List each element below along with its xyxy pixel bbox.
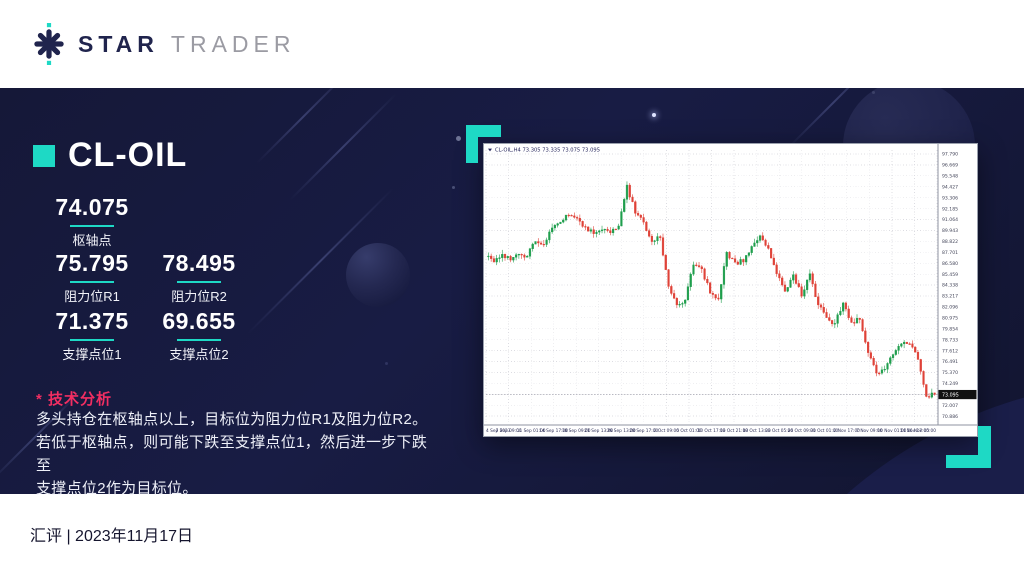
- mt4-chart-window: 97.790 96.669 95.548 94.427 93.306 92.185 91.0…: [483, 143, 978, 437]
- svg-text:23 Oct 05:00: 23 Oct 05:00: [765, 428, 793, 434]
- analysis-line: 若低于枢轴点，则可能下跌至支撑点位1，然后进一步下跌至: [36, 434, 428, 474]
- resistance2-label: 阻力位R2: [171, 289, 227, 304]
- svg-text:18 Sep 09:00: 18 Sep 09:00: [562, 428, 591, 434]
- resistance1-block: 75.795 阻力位R1: [36, 250, 148, 305]
- analysis-line: 支撑点位2作为目标位。: [36, 480, 198, 497]
- svg-text:84.338: 84.338: [942, 283, 958, 289]
- title-accent-square: [33, 144, 55, 167]
- decor-streak: [289, 93, 397, 201]
- teal-underline: [70, 225, 114, 227]
- svg-text:73.095: 73.095: [942, 392, 959, 398]
- svg-text:92.185: 92.185: [942, 206, 958, 212]
- svg-text:13 Oct 21:00: 13 Oct 21:00: [720, 428, 748, 434]
- instrument-title: CL-OIL: [33, 136, 187, 175]
- support1-value: 71.375: [55, 308, 129, 334]
- logo-text-trader: TRADER: [170, 30, 296, 57]
- svg-text:2 Nov 17:00: 2 Nov 17:00: [834, 428, 861, 434]
- svg-text:70.886: 70.886: [942, 414, 958, 420]
- teal-underline: [177, 339, 221, 341]
- decor-star-dot: [456, 136, 461, 141]
- decor-star-dot: [452, 186, 455, 189]
- analysis-heading: * 技术分析: [36, 391, 113, 408]
- svg-text:97.790: 97.790: [942, 152, 958, 158]
- svg-text:77.612: 77.612: [942, 348, 958, 354]
- svg-text:16 Nov 05:00: 16 Nov 05:00: [907, 428, 936, 434]
- svg-text:72.007: 72.007: [942, 403, 958, 409]
- support2-block: 69.655 支撑点位2: [143, 308, 255, 363]
- svg-text:18 Oct 13:00: 18 Oct 13:00: [743, 428, 771, 434]
- svg-text:14 Nov 17:00: 14 Nov 17:00: [900, 428, 929, 434]
- startrader-logo: STAR TRADER: [30, 23, 295, 65]
- svg-text:11 Sep 01:00: 11 Sep 01:00: [517, 428, 546, 434]
- svg-text:85.459: 85.459: [942, 272, 958, 278]
- asterisk-star-icon: [34, 23, 64, 65]
- svg-text:75.370: 75.370: [942, 370, 958, 376]
- decor-planet-small: [346, 243, 410, 307]
- teal-underline: [177, 281, 221, 283]
- corner-bracket-bottom-right: [946, 426, 991, 468]
- support1-block: 71.375 支撑点位1: [36, 308, 148, 363]
- svg-text:14 Sep 17:00: 14 Sep 17:00: [539, 428, 568, 434]
- svg-text:95.548: 95.548: [942, 174, 958, 180]
- resistance1-value: 75.795: [55, 250, 129, 276]
- svg-text:86.580: 86.580: [942, 261, 958, 267]
- svg-text:78.733: 78.733: [942, 337, 958, 343]
- analysis-paragraph: 多头持仓在枢轴点以上，目标位为阻力位R1及阻力位R2。 若低于枢轴点，则可能下跌…: [36, 408, 436, 500]
- teal-underline: [70, 339, 114, 341]
- decor-star-dot: [652, 113, 656, 117]
- analysis-line: 多头持仓在枢轴点以上，目标位为阻力位R1及阻力位R2。: [36, 411, 428, 428]
- resistance2-value: 78.495: [162, 250, 236, 276]
- svg-text:2 Oct 09:00: 2 Oct 09:00: [654, 428, 680, 434]
- svg-text:96.669: 96.669: [942, 163, 958, 169]
- svg-text:4 Sep 2023: 4 Sep 2023: [486, 428, 511, 434]
- svg-text:88.822: 88.822: [942, 239, 958, 245]
- svg-text:76.491: 76.491: [942, 359, 958, 365]
- page-title: CL-OIL: [68, 136, 188, 174]
- teal-underline: [70, 281, 114, 283]
- header-bar: STAR TRADER: [0, 0, 1024, 88]
- svg-text:10 Nov 01:00: 10 Nov 01:00: [877, 428, 906, 434]
- svg-text:74.249: 74.249: [942, 381, 958, 387]
- corner-bracket-top-left: [466, 125, 501, 163]
- pivot-value: 74.075: [55, 194, 129, 220]
- svg-text:31 Oct 01:00: 31 Oct 01:00: [810, 428, 838, 434]
- resistance2-block: 78.495 阻力位R2: [143, 250, 255, 305]
- svg-text:7 Sep 09:00: 7 Sep 09:00: [496, 428, 522, 434]
- svg-text:87.701: 87.701: [942, 250, 958, 256]
- svg-text:7 Nov 09:00: 7 Nov 09:00: [856, 428, 883, 434]
- svg-text:80.975: 80.975: [942, 316, 958, 322]
- footer-bar: 汇评 | 2023年11月17日: [0, 494, 1024, 576]
- pivot-label: 枢轴点: [72, 233, 112, 248]
- resistance1-label: 阻力位R1: [64, 289, 120, 304]
- svg-text:91.064: 91.064: [942, 217, 958, 223]
- pivot-point-block: 74.075 枢轴点: [36, 194, 148, 249]
- support1-label: 支撑点位1: [62, 347, 122, 362]
- support2-value: 69.655: [162, 308, 236, 334]
- svg-text:26 Sep 13:00: 26 Sep 13:00: [607, 428, 636, 434]
- logo-text-star: STAR: [78, 30, 159, 57]
- svg-text:94.427: 94.427: [942, 184, 958, 190]
- mt4-chart-svg: 97.790 96.669 95.548 94.427 93.306 92.185 91.0…: [484, 144, 977, 434]
- svg-text:6 Oct 01:00: 6 Oct 01:00: [676, 428, 702, 434]
- svg-text:83.217: 83.217: [942, 294, 958, 300]
- svg-text:79.854: 79.854: [942, 326, 958, 332]
- svg-text:21 Sep 13:00: 21 Sep 13:00: [584, 428, 613, 434]
- svg-text:82.096: 82.096: [942, 305, 958, 311]
- footer-date-text: 汇评 | 2023年11月17日: [30, 528, 194, 545]
- decor-star-dot: [872, 91, 875, 94]
- svg-text:10 Oct 17:00: 10 Oct 17:00: [697, 428, 725, 434]
- svg-text:89.943: 89.943: [942, 228, 958, 234]
- decor-star-dot: [385, 362, 388, 365]
- support2-label: 支撑点位2: [169, 347, 229, 362]
- svg-text:93.306: 93.306: [942, 195, 958, 201]
- svg-text:28 Sep 17:00: 28 Sep 17:00: [630, 428, 659, 434]
- svg-text:CL-OIL,H4 73.305 73.335 73.075: CL-OIL,H4 73.305 73.335 73.075 73.095: [495, 148, 600, 154]
- svg-text:26 Oct 09:00: 26 Oct 09:00: [788, 428, 816, 434]
